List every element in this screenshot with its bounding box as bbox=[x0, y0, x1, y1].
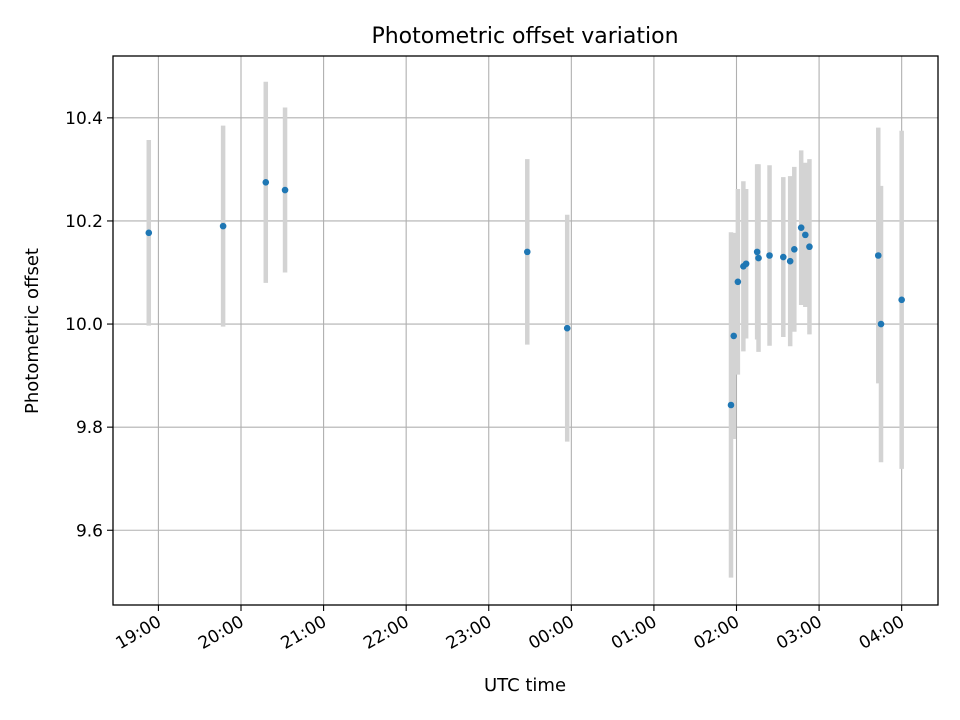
x-tick-label: 19:00 bbox=[112, 612, 164, 654]
data-point bbox=[262, 178, 270, 186]
data-point bbox=[742, 260, 750, 268]
data-point bbox=[219, 222, 227, 230]
y-axis-ticks: 9.6 9.8 10.0 10.2 10.4 bbox=[65, 109, 113, 541]
data-point bbox=[145, 229, 153, 237]
data-point bbox=[802, 231, 809, 239]
plot-frame bbox=[112, 55, 939, 606]
data-point bbox=[874, 252, 882, 259]
data-point bbox=[806, 243, 813, 251]
y-tick-label: 10.2 bbox=[65, 212, 103, 232]
x-tick-label: 20:00 bbox=[195, 612, 247, 654]
x-tick-label: 01:00 bbox=[608, 612, 660, 654]
data-point bbox=[727, 401, 735, 409]
x-axis-label: UTC time bbox=[484, 675, 566, 696]
chart-title: Photometric offset variation bbox=[371, 24, 678, 49]
data-point bbox=[734, 278, 742, 286]
y-tick-label: 10.0 bbox=[65, 315, 103, 335]
data-points bbox=[145, 178, 905, 409]
x-tick-label: 23:00 bbox=[443, 612, 495, 654]
y-tick-label: 10.4 bbox=[65, 109, 103, 129]
data-point bbox=[730, 332, 738, 340]
x-tick-label: 04:00 bbox=[856, 612, 908, 654]
x-tick-label: 02:00 bbox=[691, 612, 743, 654]
x-tick-label: 00:00 bbox=[525, 612, 577, 654]
data-point bbox=[755, 254, 762, 262]
data-point bbox=[791, 246, 798, 253]
y-tick-label: 9.6 bbox=[76, 521, 103, 541]
y-tick-label: 9.8 bbox=[76, 418, 103, 438]
data-point bbox=[797, 224, 805, 231]
data-point bbox=[766, 252, 773, 259]
x-tick-label: 03:00 bbox=[773, 612, 825, 654]
x-axis-ticks: 19:00 20:00 21:00 22:00 23:00 00:00 01:00 02:00… bbox=[112, 605, 908, 654]
data-point bbox=[779, 253, 787, 261]
data-point bbox=[281, 186, 289, 194]
x-tick-label: 22:00 bbox=[360, 612, 412, 654]
data-point bbox=[523, 248, 531, 256]
y-axis-label: Photometric offset bbox=[22, 248, 43, 414]
data-point bbox=[877, 320, 885, 328]
data-point bbox=[786, 257, 794, 265]
x-tick-label: 21:00 bbox=[278, 612, 330, 654]
data-point bbox=[753, 248, 761, 256]
data-point bbox=[563, 324, 571, 332]
data-point bbox=[898, 296, 905, 304]
error-bars bbox=[146, 81, 904, 578]
